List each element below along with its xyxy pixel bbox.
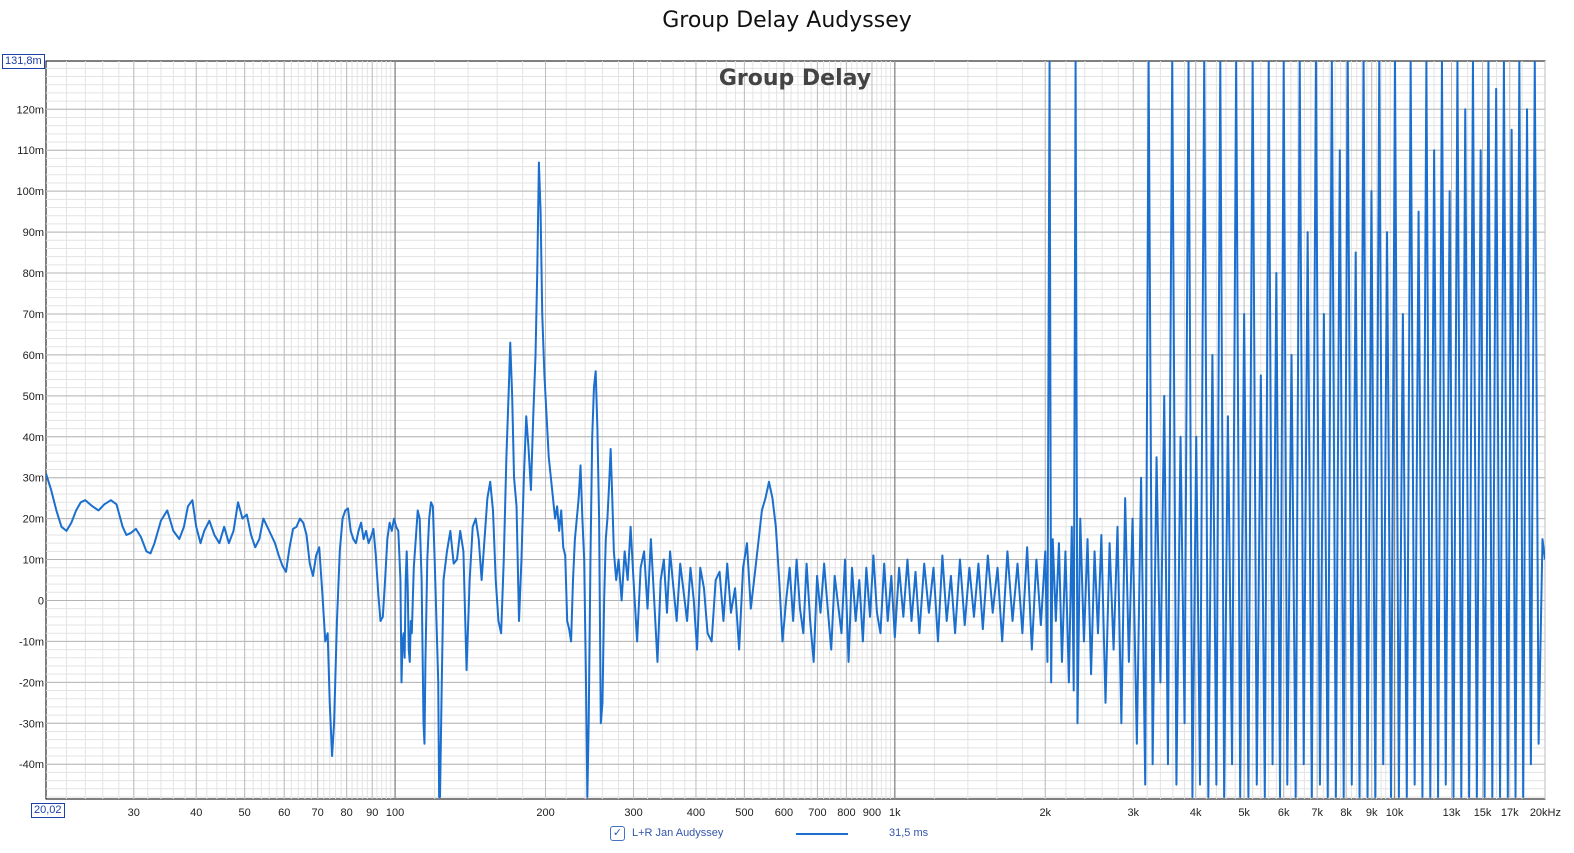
legend-series-value: 31,5 ms xyxy=(889,827,929,839)
y-tick-label: 20m xyxy=(23,514,44,526)
y-tick-label: 30m xyxy=(23,473,44,485)
x-tick-label: 8k xyxy=(1340,807,1352,819)
x-tick-label: 800 xyxy=(837,807,855,819)
y-tick-label: 110m xyxy=(17,145,44,157)
legend-series-name: L+R Jan Audyssey xyxy=(632,827,724,839)
x-tick-label: 5k xyxy=(1238,807,1250,819)
x-tick-label: 80 xyxy=(341,807,353,819)
y-tick-label: 50m xyxy=(23,391,44,403)
x-tick-label: 100 xyxy=(386,807,404,819)
x-tick-label: 1k xyxy=(889,807,901,819)
x-tick-label: 17k xyxy=(1501,807,1519,819)
x-axis-ticks: 30 40 50 60 70 80 90 100 200 300 400 500 600 700 800 90… xyxy=(128,807,1561,819)
x-tick-label: 6k xyxy=(1278,807,1290,819)
y-tick-label: -40m xyxy=(19,759,44,771)
y-axis-ticks: 120m 110m 100m 90m 80m 70m 60m 50m 40m 30m 20m 10m 0… xyxy=(16,104,44,771)
y-tick-label: 0 xyxy=(38,595,44,607)
x-tick-label: 7k xyxy=(1311,807,1323,819)
x-tick-label: 400 xyxy=(687,807,705,819)
x-tick-label: 9k xyxy=(1366,807,1378,819)
y-tick-label: -30m xyxy=(19,718,44,730)
y-tick-label: 80m xyxy=(23,268,44,280)
plot-title: Group Delay xyxy=(719,66,871,91)
x-tick-label: 60 xyxy=(278,807,290,819)
y-tick-label: 70m xyxy=(23,309,44,321)
y-tick-label: 100m xyxy=(16,186,44,198)
x-tick-label: 200 xyxy=(536,807,554,819)
x-tick-label: 500 xyxy=(735,807,753,819)
x-tick-label: 700 xyxy=(808,807,826,819)
x-tick-label: 30 xyxy=(128,807,140,819)
y-tick-label: 10m xyxy=(23,555,44,567)
y-tick-label: -20m xyxy=(19,677,44,689)
window-title: Group Delay Audyssey xyxy=(662,8,912,33)
x-tick-label: 50 xyxy=(239,807,251,819)
x-tick-label: 600 xyxy=(775,807,793,819)
x-tick-label: 20kHz xyxy=(1530,807,1561,819)
y-tick-label: 40m xyxy=(23,432,44,444)
x-tick-label: 3k xyxy=(1127,807,1139,819)
x-tick-label: 40 xyxy=(190,807,202,819)
series-layer xyxy=(46,61,1545,798)
legend-checkbox[interactable]: ✓ xyxy=(610,826,625,841)
x-axis-left-label[interactable]: 20,02 xyxy=(31,803,65,818)
x-tick-label: 70 xyxy=(312,807,324,819)
y-tick-label: 90m xyxy=(23,227,44,239)
x-tick-label: 15k xyxy=(1474,807,1492,819)
y-axis-top-label[interactable]: 131,8m xyxy=(2,54,45,69)
x-tick-label: 4k xyxy=(1190,807,1202,819)
legend-line-swatch xyxy=(796,833,848,835)
x-tick-label: 300 xyxy=(624,807,642,819)
y-tick-label: 60m xyxy=(23,350,44,362)
series-line xyxy=(46,61,1545,798)
y-tick-label: -10m xyxy=(19,636,44,648)
y-tick-label: 120m xyxy=(16,104,44,116)
x-tick-label: 13k xyxy=(1443,807,1461,819)
x-tick-label: 90 xyxy=(366,807,378,819)
x-tick-label: 900 xyxy=(863,807,881,819)
x-tick-label: 2k xyxy=(1039,807,1051,819)
x-tick-label: 10k xyxy=(1386,807,1404,819)
